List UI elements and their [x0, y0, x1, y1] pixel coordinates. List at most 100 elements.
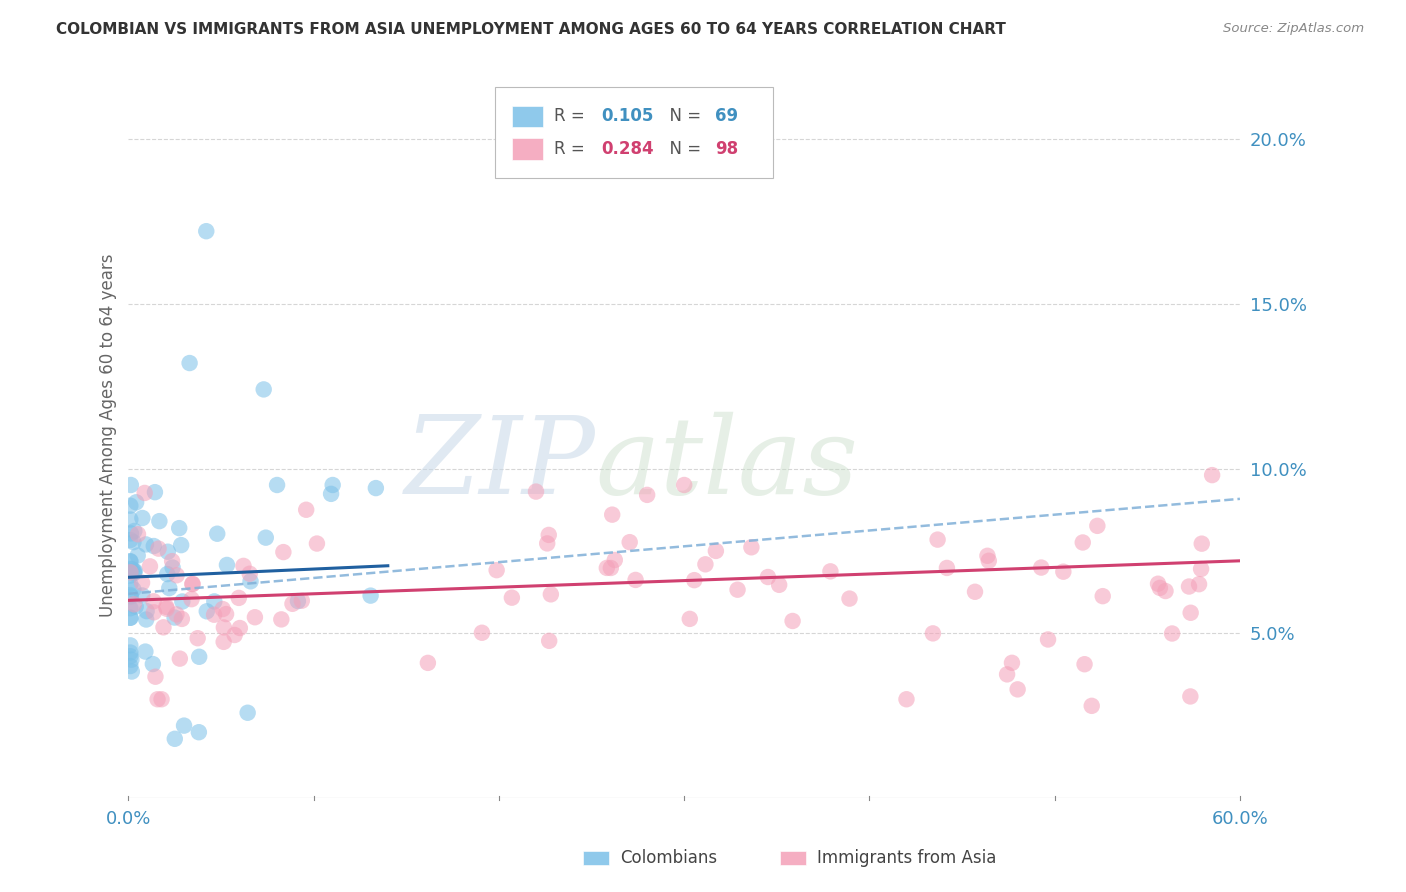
Point: [603, 553, 626, 567]
Point: [163, 610, 186, 624]
Point: [122, 582, 145, 597]
Point: [1161, 626, 1184, 640]
Point: [599, 561, 621, 575]
Point: [229, 621, 252, 635]
Text: COLOMBIAN VS IMMIGRANTS FROM ASIA UNEMPLOYMENT AMONG AGES 60 TO 64 YEARS CORRELA: COLOMBIAN VS IMMIGRANTS FROM ASIA UNEMPL…: [56, 22, 1007, 37]
Text: atlas: atlas: [595, 412, 858, 517]
Point: [131, 511, 153, 525]
Point: [120, 512, 142, 526]
Point: [305, 536, 328, 550]
Point: [253, 383, 276, 397]
Point: [838, 591, 860, 606]
Point: [1154, 584, 1177, 599]
Point: [619, 535, 641, 549]
Text: 98: 98: [716, 140, 738, 158]
Point: [120, 611, 142, 625]
Point: [935, 561, 957, 575]
Point: [540, 587, 562, 601]
Point: [1191, 536, 1213, 550]
Point: [360, 589, 382, 603]
Point: [170, 612, 193, 626]
Point: [142, 657, 165, 671]
Point: [768, 578, 790, 592]
FancyBboxPatch shape: [495, 87, 773, 178]
Point: [471, 625, 494, 640]
Point: [162, 560, 184, 574]
Point: [181, 577, 204, 591]
Point: [156, 601, 179, 615]
Point: [212, 635, 235, 649]
Point: [163, 731, 186, 746]
Point: [120, 639, 142, 653]
Point: [160, 554, 183, 568]
Text: R =: R =: [554, 140, 591, 158]
Point: [215, 558, 238, 572]
Point: [239, 566, 262, 581]
Point: [122, 535, 145, 549]
Point: [179, 356, 201, 370]
Point: [120, 562, 142, 576]
Point: [120, 646, 142, 660]
Point: [120, 568, 142, 582]
Point: [142, 605, 165, 619]
Point: [1147, 576, 1170, 591]
Point: [740, 541, 762, 555]
Point: [202, 594, 225, 608]
Point: [143, 485, 166, 500]
Point: [170, 538, 193, 552]
FancyBboxPatch shape: [512, 105, 543, 128]
Point: [134, 486, 156, 500]
Point: [976, 549, 998, 563]
Point: [139, 559, 162, 574]
Point: [927, 533, 949, 547]
Point: [148, 541, 170, 556]
Point: [195, 604, 218, 618]
Point: [124, 564, 146, 578]
Point: [243, 610, 266, 624]
Point: [169, 651, 191, 665]
Point: [995, 667, 1018, 681]
Point: [120, 478, 142, 492]
Point: [146, 692, 169, 706]
Point: [120, 554, 142, 568]
Point: [120, 533, 142, 547]
Point: [120, 555, 142, 569]
Point: [188, 649, 211, 664]
Point: [152, 620, 174, 634]
Point: [1149, 581, 1171, 595]
Point: [120, 590, 142, 604]
Point: [1073, 657, 1095, 672]
Point: [600, 508, 623, 522]
Point: [254, 531, 277, 545]
Point: [173, 718, 195, 732]
Point: [187, 725, 209, 739]
Point: [896, 692, 918, 706]
FancyBboxPatch shape: [512, 138, 543, 160]
Point: [155, 599, 177, 614]
Point: [1180, 690, 1202, 704]
Point: [212, 620, 235, 634]
Point: [536, 536, 558, 550]
Point: [683, 573, 706, 587]
Point: [131, 589, 153, 603]
Point: [756, 570, 779, 584]
Point: [120, 588, 142, 602]
Point: [1071, 535, 1094, 549]
Point: [727, 582, 749, 597]
Point: [673, 478, 696, 492]
Point: [1178, 580, 1201, 594]
Point: [228, 591, 250, 605]
Point: [485, 563, 508, 577]
Point: [538, 633, 561, 648]
Point: [120, 653, 142, 667]
Point: [195, 224, 218, 238]
Point: [704, 544, 727, 558]
Point: [124, 524, 146, 538]
Point: [187, 631, 209, 645]
Point: [142, 594, 165, 608]
Point: [1085, 519, 1108, 533]
Point: [782, 614, 804, 628]
Point: [135, 537, 157, 551]
Point: [150, 692, 173, 706]
Point: [122, 598, 145, 612]
